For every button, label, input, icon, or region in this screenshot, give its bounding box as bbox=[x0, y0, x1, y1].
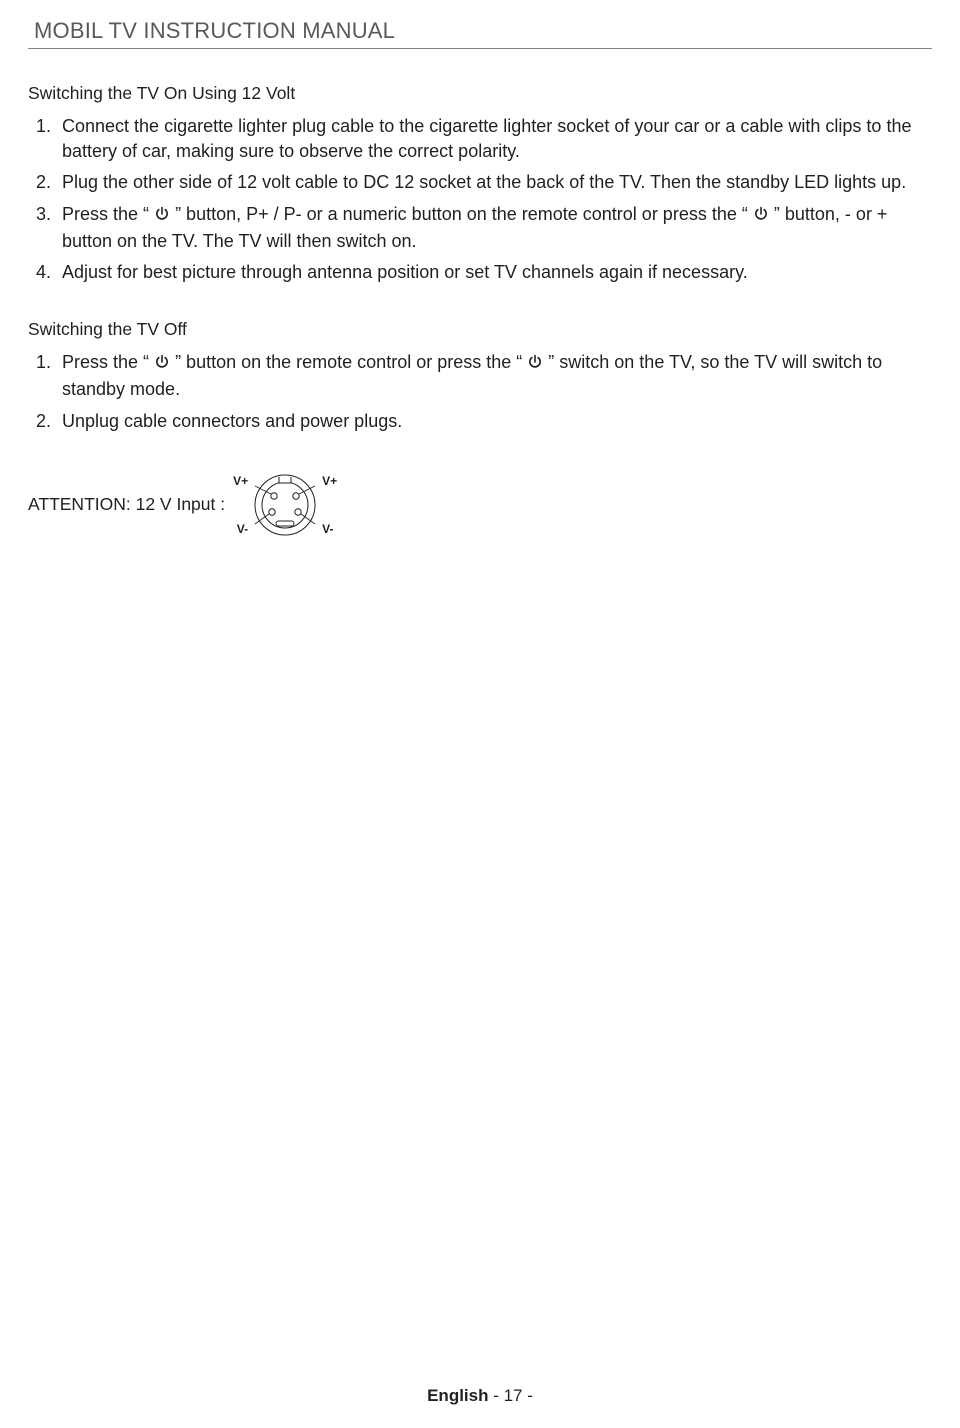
attention-label: ATTENTION: 12 V Input : bbox=[28, 494, 225, 515]
step-off-1: Press the “ ” button on the remote contr… bbox=[56, 350, 932, 402]
step-on-4: Adjust for best picture through antenna … bbox=[56, 260, 932, 285]
power-icon bbox=[154, 352, 170, 377]
pin-label-top-right: V+ bbox=[322, 474, 337, 488]
connector-icon bbox=[252, 472, 318, 538]
step-off-2-text: Unplug cable connectors and power plugs. bbox=[62, 411, 402, 431]
step-on-3-text-b: ” button, P+ / P- or a numeric button on… bbox=[175, 204, 748, 224]
connector-diagram: V+ V- V+ bbox=[233, 472, 337, 538]
step-on-3: Press the “ ” button, P+ / P- or a numer… bbox=[56, 202, 932, 254]
pin-label-bottom-right: V- bbox=[322, 522, 333, 536]
section-off-heading: Switching the TV Off bbox=[28, 319, 932, 340]
step-on-3-text-a: Press the “ bbox=[62, 204, 149, 224]
power-icon bbox=[753, 204, 769, 229]
step-on-2: Plug the other side of 12 volt cable to … bbox=[56, 170, 932, 195]
section-on-heading: Switching the TV On Using 12 Volt bbox=[28, 83, 932, 104]
step-off-1-text-a: Press the “ bbox=[62, 352, 149, 372]
step-off-1-text-b: ” button on the remote control or press … bbox=[175, 352, 522, 372]
connector-labels-right: V+ V- bbox=[322, 474, 337, 536]
step-on-1: Connect the cigarette lighter plug cable… bbox=[56, 114, 932, 164]
footer-page-number: - 17 - bbox=[489, 1386, 533, 1405]
page-footer: English - 17 - bbox=[0, 1386, 960, 1406]
document-title: MOBIL TV INSTRUCTION MANUAL bbox=[28, 18, 395, 43]
steps-off: Press the “ ” button on the remote contr… bbox=[28, 350, 932, 434]
power-icon bbox=[154, 204, 170, 229]
attention-row: ATTENTION: 12 V Input : V+ V- bbox=[28, 472, 932, 538]
page-root: MOBIL TV INSTRUCTION MANUAL Switching th… bbox=[0, 0, 960, 1428]
step-off-2: Unplug cable connectors and power plugs. bbox=[56, 409, 932, 434]
steps-on: Connect the cigarette lighter plug cable… bbox=[28, 114, 932, 285]
connector-labels-left: V+ V- bbox=[233, 474, 248, 536]
step-on-1-text: Connect the cigarette lighter plug cable… bbox=[62, 116, 911, 161]
pin-label-bottom-left: V- bbox=[237, 522, 248, 536]
step-on-4-text: Adjust for best picture through antenna … bbox=[62, 262, 748, 282]
power-icon bbox=[527, 352, 543, 377]
step-on-2-text: Plug the other side of 12 volt cable to … bbox=[62, 172, 906, 192]
footer-language: English bbox=[427, 1386, 488, 1405]
title-bar: MOBIL TV INSTRUCTION MANUAL bbox=[28, 18, 932, 49]
pin-label-top-left: V+ bbox=[233, 474, 248, 488]
